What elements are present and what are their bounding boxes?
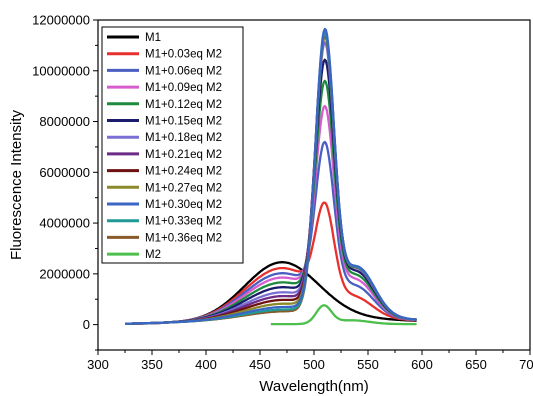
y-tick-label: 4000000 [39, 216, 90, 231]
legend-label: M1+0.21eq M2 [145, 149, 222, 161]
legend-label: M1+0.27eq M2 [145, 182, 222, 194]
series-line [270, 304, 417, 326]
legend-label: M2 [145, 249, 161, 261]
legend-label: M1+0.33eq M2 [145, 216, 222, 228]
y-tick-label: 2000000 [39, 266, 90, 281]
y-axis-ticks: 0 2000000 4000000 6000000 8000000 10000000 120… [32, 13, 98, 351]
x-axis-title: Wavelength(nm) [259, 378, 368, 395]
legend-label: M1+0.36eq M2 [145, 232, 222, 244]
x-tick-label: 700 [519, 357, 533, 372]
legend-label: M1+0.06eq M2 [145, 65, 222, 77]
legend-label: M1+0.12eq M2 [145, 99, 222, 111]
y-tick-label: 8000000 [39, 114, 90, 129]
series-lines [124, 27, 417, 326]
x-tick-label: 600 [411, 357, 433, 372]
legend-label: M1+0.24eq M2 [145, 166, 222, 178]
x-tick-label: 350 [141, 357, 163, 372]
legend-label: M1+0.03eq M2 [145, 49, 222, 61]
y-axis-title: Fluorescence Intensity [8, 109, 25, 260]
legend: M1 M1+0.03eq M2 M1+0.06eq M2 M1+0.09eq M2 M1… [101, 26, 244, 264]
y-tick-label: 6000000 [39, 165, 90, 180]
x-tick-label: 550 [357, 357, 379, 372]
legend-label: M1 [145, 32, 161, 44]
x-tick-label: 450 [249, 357, 271, 372]
series-line [124, 27, 417, 325]
y-tick-label: 0 [83, 317, 90, 332]
legend-box [101, 26, 244, 264]
x-tick-label: 650 [465, 357, 487, 372]
x-axis-ticks: 300 350 400 450 500 550 600 650 700 [87, 350, 533, 372]
x-tick-label: 500 [303, 357, 325, 372]
y-tick-label: 10000000 [32, 63, 90, 78]
legend-label: M1+0.30eq M2 [145, 199, 222, 211]
legend-label: M1+0.09eq M2 [145, 82, 222, 94]
x-tick-label: 300 [87, 357, 109, 372]
legend-label: M1+0.15eq M2 [145, 116, 222, 128]
x-tick-label: 400 [195, 357, 217, 372]
y-tick-label: 12000000 [32, 13, 90, 28]
legend-label: M1+0.18eq M2 [145, 132, 222, 144]
